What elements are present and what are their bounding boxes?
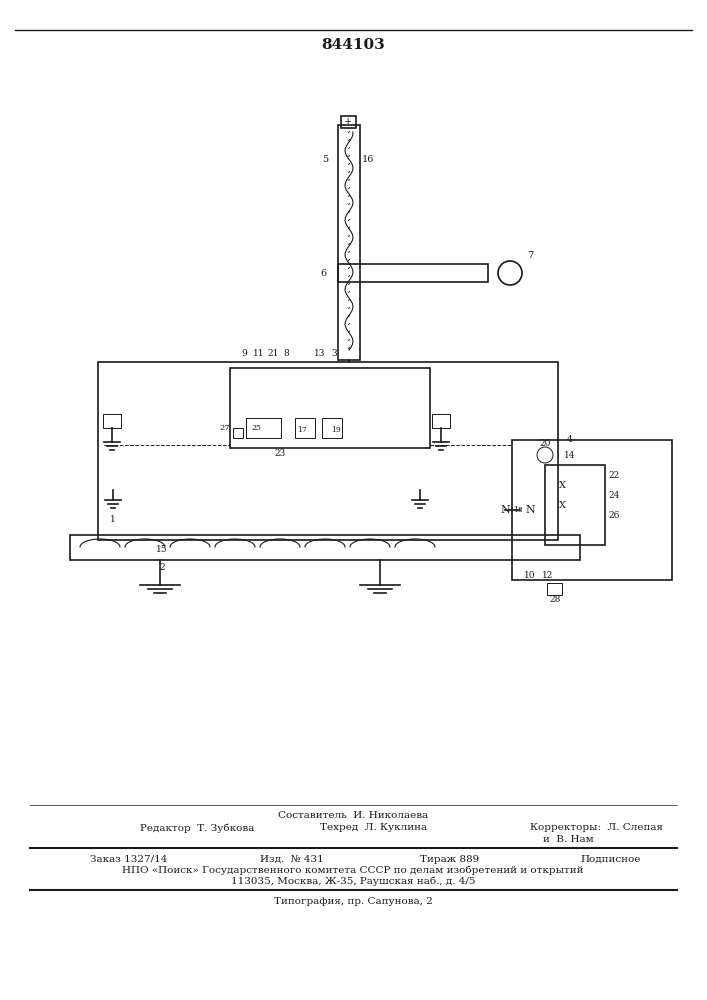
Bar: [295, 418, 315, 438]
Text: 18: 18: [513, 506, 523, 514]
Text: N: N: [525, 505, 535, 515]
Text: Типография, пр. Сапунова, 2: Типография, пр. Сапунова, 2: [274, 898, 433, 906]
Text: 24: 24: [608, 490, 620, 499]
Text: НПО «Поиск» Государственного комитета СССР по делам изобретений и открытий: НПО «Поиск» Государственного комитета СС…: [122, 865, 584, 875]
Text: 11: 11: [253, 350, 264, 359]
Bar: [230, 368, 430, 448]
Text: 7: 7: [527, 250, 533, 259]
Text: 28: 28: [549, 595, 561, 604]
Bar: [246, 418, 281, 438]
Bar: [512, 440, 672, 580]
Text: 25: 25: [251, 424, 261, 432]
Text: N: N: [500, 505, 510, 515]
Text: 16: 16: [362, 155, 374, 164]
Bar: [545, 465, 605, 545]
Text: 113035, Москва, Ж-35, Раушская наб., д. 4/5: 113035, Москва, Ж-35, Раушская наб., д. …: [230, 876, 475, 886]
Text: Изд.  № 431: Изд. № 431: [260, 854, 324, 863]
Bar: [98, 362, 558, 540]
Bar: [547, 583, 562, 595]
Text: 20: 20: [539, 438, 551, 448]
Bar: [432, 414, 450, 428]
Text: Техред  Л. Куклина: Техред Л. Куклина: [320, 824, 427, 832]
Text: и  В. Нам: и В. Нам: [543, 836, 594, 844]
Text: 9: 9: [241, 350, 247, 359]
Text: 2: 2: [159, 562, 165, 572]
Text: 26: 26: [608, 510, 620, 520]
Text: 12: 12: [542, 572, 554, 580]
Bar: [70, 535, 580, 560]
Text: 27: 27: [220, 424, 230, 432]
Text: 10: 10: [525, 572, 536, 580]
Text: Корректоры:  Л. Слепая: Корректоры: Л. Слепая: [530, 824, 663, 832]
Text: 8: 8: [283, 350, 289, 359]
Text: 19: 19: [331, 426, 341, 434]
Text: +: +: [344, 117, 352, 126]
Text: 5: 5: [322, 155, 328, 164]
Text: 15: 15: [156, 544, 168, 554]
Text: Подписное: Подписное: [580, 854, 641, 863]
Text: 23: 23: [274, 450, 286, 458]
Text: 17: 17: [297, 426, 307, 434]
Text: Заказ 1327/14: Заказ 1327/14: [90, 854, 168, 863]
Text: 1: 1: [110, 516, 116, 524]
Text: X: X: [559, 500, 566, 510]
Text: Редактор  Т. Зубкова: Редактор Т. Зубкова: [140, 823, 255, 833]
Text: X: X: [559, 481, 566, 489]
Bar: [103, 414, 121, 428]
Text: 844103: 844103: [321, 38, 385, 52]
Text: Составитель  И. Николаева: Составитель И. Николаева: [278, 810, 428, 820]
Text: 13: 13: [315, 350, 326, 359]
Bar: [233, 428, 243, 438]
Text: Тираж 889: Тираж 889: [420, 854, 479, 863]
Bar: [338, 125, 360, 360]
Text: 14: 14: [564, 450, 575, 460]
Text: 4: 4: [567, 436, 573, 444]
Text: 6: 6: [320, 268, 326, 277]
Bar: [322, 418, 342, 438]
Bar: [338, 264, 488, 282]
Text: 22: 22: [609, 471, 619, 480]
Text: 3: 3: [331, 350, 337, 359]
Text: 21: 21: [267, 350, 279, 359]
Bar: [341, 116, 356, 128]
